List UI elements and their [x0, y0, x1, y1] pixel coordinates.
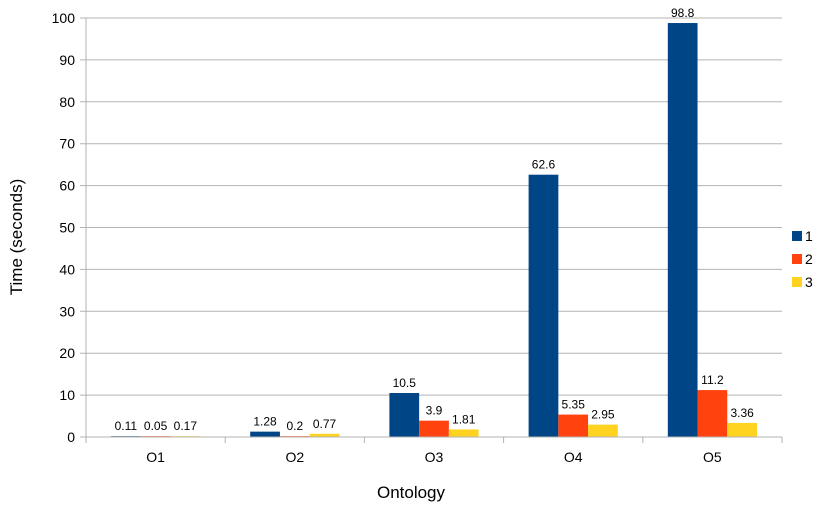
- data-label: 0.2: [286, 419, 303, 433]
- data-label: 3.36: [730, 406, 754, 420]
- data-label: 11.2: [701, 373, 724, 387]
- bar-o5-series-2: [697, 390, 728, 437]
- bar-o5-series-3: [727, 422, 757, 437]
- data-label: 1.81: [452, 412, 476, 426]
- legend-label: 2: [805, 251, 813, 267]
- data-label: 3.9: [426, 404, 443, 418]
- bars: [111, 23, 757, 437]
- data-label: 98.8: [671, 6, 695, 20]
- legend-label: 3: [805, 274, 813, 290]
- legend: 1 2 3: [792, 228, 813, 290]
- y-tick-label: 60: [59, 178, 75, 194]
- x-tick-label: O1: [146, 449, 165, 465]
- data-label: 5.35: [562, 398, 586, 412]
- data-label: 0.05: [144, 419, 168, 433]
- y-tick-label: 80: [59, 94, 75, 110]
- y-tick-label: 50: [59, 220, 75, 236]
- legend-swatch-3: [792, 277, 802, 287]
- bar-o4-series-3: [588, 424, 618, 437]
- bar-o2-series-3: [309, 433, 340, 437]
- y-tick-label: 20: [59, 345, 75, 361]
- y-tick-label: 100: [52, 10, 76, 26]
- bar-o4-series-2: [558, 414, 589, 437]
- y-tick-label: 40: [59, 261, 75, 277]
- legend-swatch-1: [792, 231, 802, 241]
- data-label: 0.11: [115, 419, 138, 433]
- y-axis-title: Time (seconds): [7, 179, 26, 296]
- data-labels: 0.11 0.05 0.17 1.28 0.2 0.77 10.5 3.9 1.81 62.6 5.…: [115, 6, 755, 433]
- bar-o5-series-1: [667, 23, 698, 437]
- data-label: 0.17: [174, 419, 198, 433]
- y-tick-label: 30: [59, 303, 75, 319]
- bar-o4-series-1: [528, 174, 559, 437]
- x-tick-label: O3: [425, 449, 444, 465]
- axes: 0 10 20 30 40 50 60 70 80 90 100 O1 O2 O3 O4 O5: [52, 10, 783, 465]
- data-label: 2.95: [591, 408, 615, 422]
- x-tick-label: O4: [564, 449, 583, 465]
- x-axis-title: Ontology: [377, 483, 446, 502]
- x-tick-label: O2: [285, 449, 304, 465]
- grid-lines: [80, 17, 782, 438]
- legend-swatch-2: [792, 254, 802, 264]
- data-label: 62.6: [532, 158, 556, 172]
- legend-label: 1: [805, 228, 813, 244]
- y-tick-label: 0: [67, 429, 75, 445]
- bar-o3-series-2: [419, 420, 449, 437]
- bar-o2-series-1: [250, 431, 280, 437]
- data-label: 1.28: [253, 415, 277, 429]
- bar-o3-series-1: [389, 393, 420, 437]
- y-tick-label: 90: [59, 52, 75, 68]
- bar-o3-series-3: [448, 429, 479, 437]
- data-label: 0.77: [313, 417, 337, 431]
- x-tick-label: O5: [703, 449, 722, 465]
- y-tick-label: 10: [59, 387, 75, 403]
- y-tick-label: 70: [59, 136, 75, 152]
- data-label: 10.5: [393, 376, 417, 390]
